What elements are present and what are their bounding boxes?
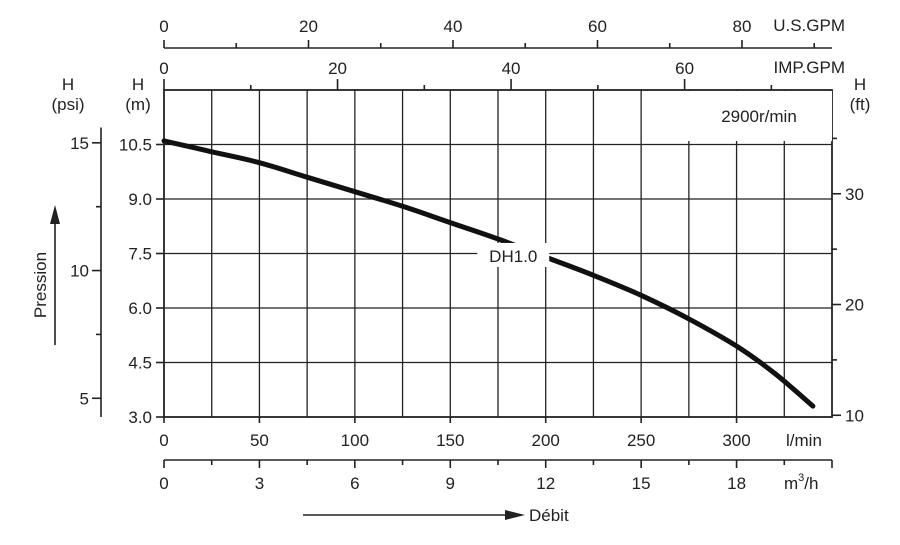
speed-label-box [686,91,832,141]
ft-tick-label: 10 [845,406,864,425]
usgpm-tick-label: 80 [733,17,752,36]
head-m-tick-label: 9.0 [128,190,152,209]
impgpm-tick-label: 60 [675,59,694,78]
impgpm-tick-label: 20 [328,59,347,78]
lmin-tick-label: 50 [250,431,269,450]
head-m-tick-label: 4.5 [128,354,152,373]
debit-arrow-head [505,510,525,520]
impgpm-tick-label: 40 [502,59,521,78]
head-m-tick-label: 7.5 [128,245,152,264]
lmin-tick-label: 150 [436,431,464,450]
psi-tick-label: 15 [70,134,89,153]
axes-group [92,40,841,468]
m3h-tick-label: 18 [727,474,746,493]
ft-unit: (ft) [850,95,871,114]
m3h-unit-base: m [784,474,798,493]
ft-tick-label: 30 [845,185,864,204]
head-m-tick-label: 3.0 [128,408,152,427]
series-label-bg [477,242,550,267]
psi-unit: (psi) [51,95,84,114]
curve-dh1-0 [161,138,816,409]
head-m-title: H [132,75,144,94]
ft-tick-label: 20 [845,296,864,315]
curves-group: DH1.0 [161,138,816,409]
speed-label: 2900r/min [721,107,797,126]
debit-label: Débit [529,506,569,525]
psi-title: H [62,75,74,94]
usgpm-tick-label: 40 [444,17,463,36]
lmin-tick-label: 100 [341,431,369,450]
m3h-tick-label: 6 [350,474,359,493]
m3h-unit-label: m3/h [784,472,818,493]
usgpm-tick-label: 20 [299,17,318,36]
m3h-unit-tail: /h [804,474,818,493]
m3h-tick-label: 0 [159,474,168,493]
head-m-tick-label: 6.0 [128,299,152,318]
lmin-tick-label: 300 [722,431,750,450]
psi-tick-label: 10 [70,262,89,281]
lmin-tick-label: 250 [627,431,655,450]
lmin-unit-label: l/min [786,431,822,450]
m3h-unit-sup: 3 [798,472,804,484]
usgpm-unit-label: U.S.GPM [773,16,845,35]
ft-title: H [854,75,866,94]
head-m-unit: (m) [125,95,150,114]
impgpm-tick-label: 0 [159,59,168,78]
usgpm-tick-label: 60 [588,17,607,36]
impgpm-unit-label: IMP.GPM [774,58,845,77]
m3h-tick-label: 3 [255,474,264,493]
labels-group: 0 20 40 60 80 0 20 40 60 0 50 100 150 200 250 300 0 3 6 9 12… [70,17,864,493]
pression-arrow-head [50,205,60,224]
head-m-tick-label: 10.5 [119,136,152,155]
psi-tick-label: 5 [80,389,89,408]
pression-label: Pression [31,252,50,318]
m3h-tick-label: 15 [632,474,651,493]
m3h-tick-label: 12 [536,474,555,493]
m3h-tick-label: 9 [446,474,455,493]
usgpm-tick-label: 0 [159,17,168,36]
series-label: DH1.0 [489,247,537,266]
lmin-tick-label: 0 [159,431,168,450]
lmin-tick-label: 200 [532,431,560,450]
